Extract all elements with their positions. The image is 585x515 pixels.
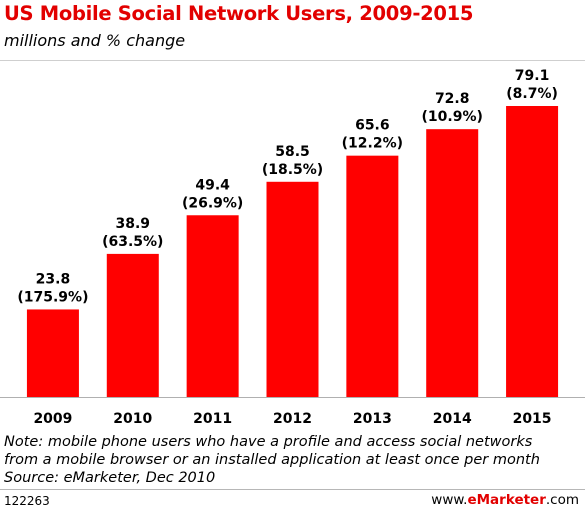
x-tick-label: 2013 — [353, 411, 392, 427]
bar — [506, 106, 559, 397]
source-line: Source: eMarketer, Dec 2010 — [4, 470, 216, 486]
top-divider — [0, 60, 585, 61]
bar-change-label: (63.5%) — [102, 234, 163, 250]
bar-change-label: (18.5%) — [262, 162, 323, 178]
x-tick-label: 2011 — [193, 411, 232, 427]
bar — [186, 215, 239, 397]
bar — [266, 181, 319, 397]
bar-value-label: 65.6 — [355, 118, 390, 134]
bar-value-label: 38.9 — [116, 216, 151, 232]
site-brand: eMarketer — [467, 492, 546, 508]
note-line-2: from a mobile browser or an installed ap… — [4, 452, 540, 468]
x-tick-label: 2015 — [513, 411, 552, 427]
site-url: www.eMarketer.com — [431, 492, 579, 508]
bar — [106, 253, 159, 397]
bar-chart: 23.8 (175.9%) 2009 38.9 (63.5%) 2010 49.4 (26.9… — [0, 68, 585, 427]
bar-change-label: (175.9%) — [17, 289, 88, 305]
x-tick-label: 2010 — [113, 411, 152, 427]
bar-value-label: 49.4 — [195, 177, 230, 193]
chart-id: 122263 — [4, 494, 50, 508]
bar-value-label: 58.5 — [275, 144, 310, 160]
chart-notes: Note: mobile phone users who have a prof… — [4, 433, 540, 487]
site-suffix: .com — [545, 492, 579, 508]
bar-change-label: (8.7%) — [506, 86, 558, 102]
bar — [426, 129, 479, 397]
chart-subtitle: millions and % change — [4, 31, 186, 50]
bar-value-label: 72.8 — [435, 91, 470, 107]
site-prefix: www. — [431, 492, 468, 508]
note-line-1: Note: mobile phone users who have a prof… — [4, 434, 533, 450]
x-tick-label: 2012 — [273, 411, 312, 427]
bar — [26, 309, 79, 397]
bar-change-label: (10.9%) — [422, 109, 483, 125]
bottom-divider — [0, 489, 585, 490]
bar-value-label: 79.1 — [515, 68, 550, 84]
bar-value-label: 23.8 — [36, 271, 71, 287]
x-tick-label: 2009 — [33, 411, 72, 427]
bar-change-label: (12.2%) — [342, 136, 403, 152]
chart-title: US Mobile Social Network Users, 2009-201… — [4, 2, 474, 25]
bar-change-label: (26.9%) — [182, 195, 243, 211]
x-tick-label: 2014 — [433, 411, 472, 427]
bar — [346, 155, 399, 397]
